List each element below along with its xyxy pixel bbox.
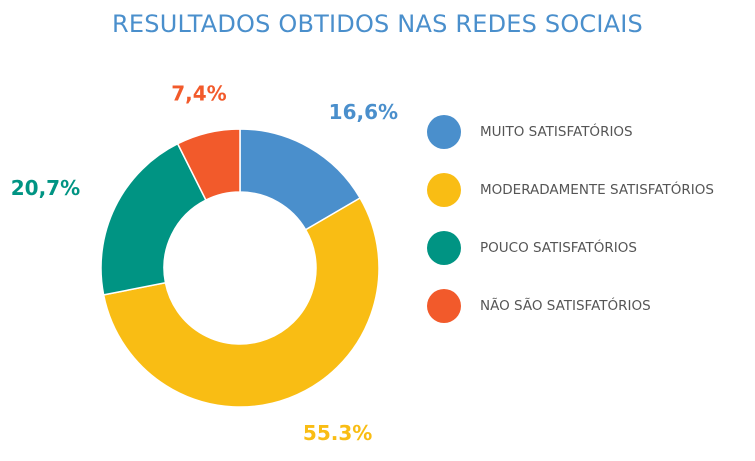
- legend: MUITO SATISFATÓRIOS MODERADAMENTE SATISFA…: [427, 114, 714, 346]
- chart-title: RESULTADOS OBTIDOS NAS REDES SOCIAIS: [112, 10, 643, 38]
- legend-item-3: NÃO SÃO SATISFATÓRIOS: [427, 288, 714, 324]
- legend-item-1: MODERADAMENTE SATISFATÓRIOS: [427, 172, 714, 208]
- legend-swatch-2: [427, 231, 461, 265]
- legend-item-0: MUITO SATISFATÓRIOS: [427, 114, 714, 150]
- legend-label-2: POUCO SATISFATÓRIOS: [480, 240, 637, 256]
- legend-swatch-1: [427, 173, 461, 207]
- slice-label-1: 55.3%: [303, 421, 372, 445]
- legend-label-3: NÃO SÃO SATISFATÓRIOS: [480, 298, 651, 314]
- donut-slice-2: [100, 142, 207, 296]
- legend-label-1: MODERADAMENTE SATISFATÓRIOS: [480, 182, 714, 198]
- donut-slice-3: [176, 128, 241, 202]
- slice-label-2: 20,7%: [11, 176, 80, 200]
- slice-label-0: 16,6%: [329, 100, 398, 124]
- legend-swatch-3: [427, 289, 461, 323]
- legend-swatch-0: [427, 115, 461, 149]
- legend-label-0: MUITO SATISFATÓRIOS: [480, 124, 633, 140]
- slice-label-3: 7,4%: [171, 81, 226, 105]
- legend-item-2: POUCO SATISFATÓRIOS: [427, 230, 714, 266]
- donut-slice-1: [102, 196, 380, 408]
